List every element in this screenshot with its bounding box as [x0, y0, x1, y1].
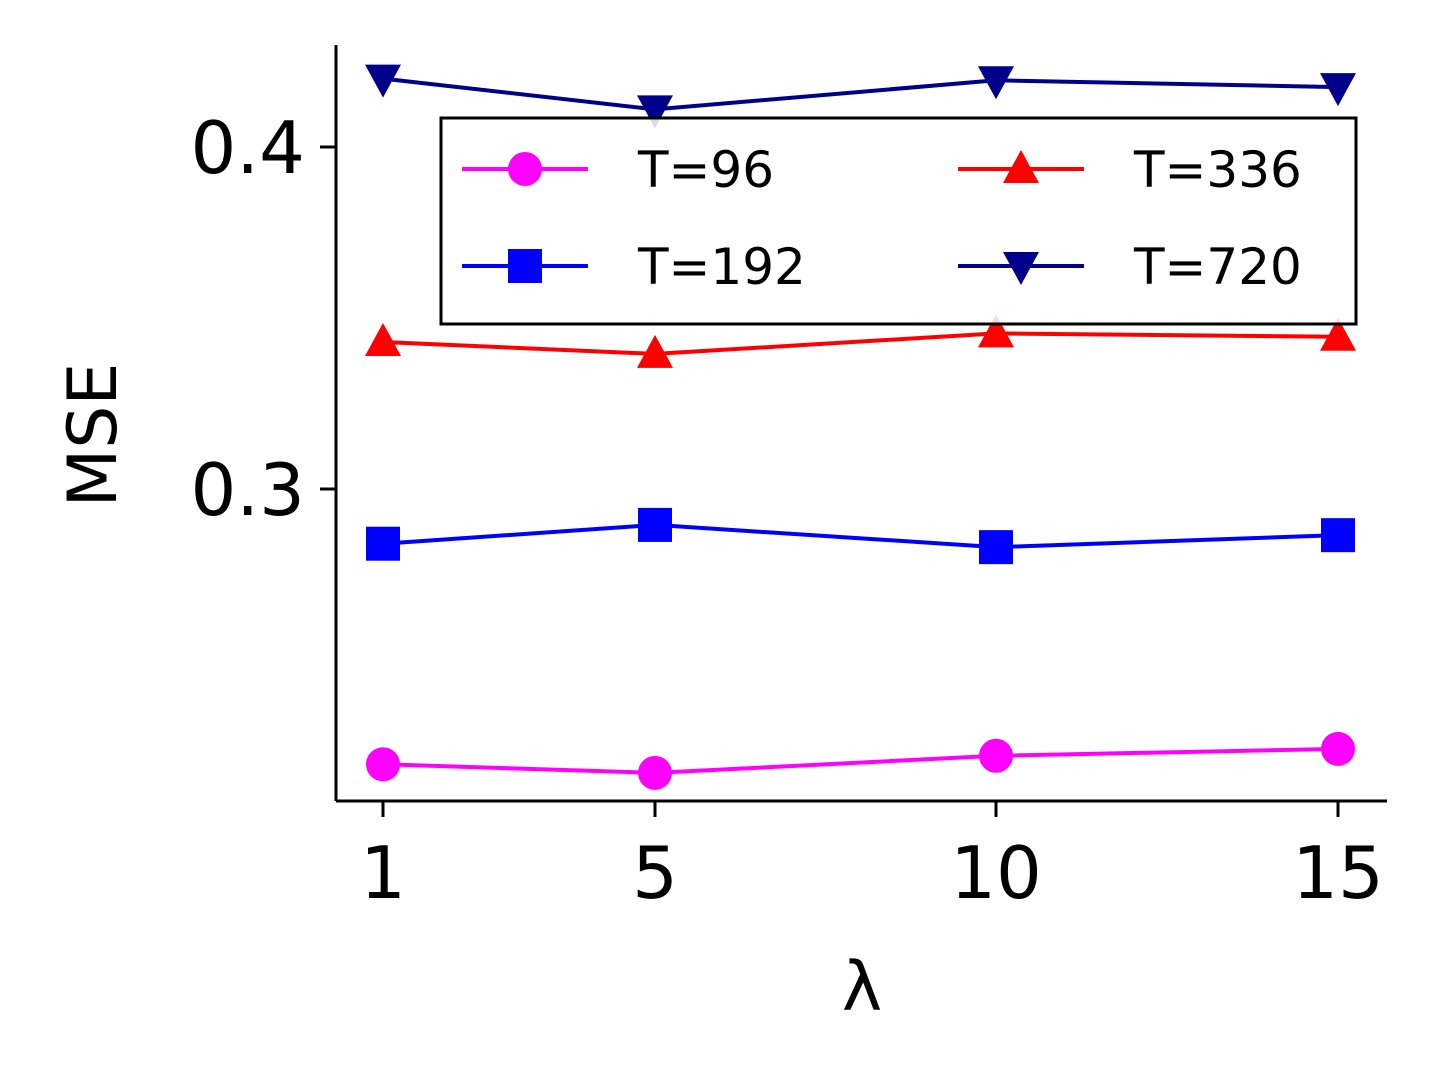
- data-point: [979, 738, 1013, 773]
- x-tick-label: 10: [950, 831, 1042, 915]
- y-axis-title: MSE: [54, 363, 133, 508]
- legend-item: T=96: [462, 141, 774, 199]
- data-point: [1320, 317, 1356, 351]
- series-T=720: [365, 64, 1356, 129]
- legend-label: T=96: [637, 141, 774, 199]
- data-point: [365, 322, 401, 356]
- data-point: [365, 64, 401, 98]
- data-point: [1320, 73, 1356, 107]
- y-tick-label: 0.4: [190, 106, 305, 190]
- series-line: [382, 522, 1339, 550]
- legend-marker: [508, 152, 542, 186]
- legend-item: T=720: [958, 238, 1302, 296]
- series-T=96: [366, 731, 1355, 790]
- x-tick-label: 15: [1292, 831, 1384, 915]
- legend-item: T=192: [462, 238, 806, 296]
- data-point: [637, 95, 673, 129]
- data-point: [366, 747, 400, 782]
- legend: T=96 T=192 T=336 T=720: [439, 116, 1358, 326]
- x-tick-label: 5: [632, 831, 678, 915]
- series-line: [382, 76, 1339, 112]
- legend-marker: [508, 249, 542, 283]
- data-point: [1321, 518, 1355, 553]
- legend-label: T=720: [1133, 238, 1302, 296]
- data-point: [1321, 731, 1355, 766]
- legend-box: [439, 116, 1358, 326]
- data-point: [979, 530, 1013, 565]
- legend-label: T=336: [1133, 141, 1302, 199]
- data-point: [366, 526, 400, 561]
- x-tick-label: 1: [360, 831, 406, 915]
- data-point: [638, 755, 672, 790]
- series-T=336: [365, 314, 1356, 368]
- legend-label: T=192: [637, 238, 806, 296]
- y-tick-label: 0.3: [190, 448, 305, 532]
- plot-area: [365, 64, 1356, 790]
- data-point: [978, 66, 1014, 100]
- series-line: [382, 331, 1339, 356]
- x-axis-ticks: 1 5 10 15: [360, 801, 1384, 915]
- series-line: [382, 746, 1339, 775]
- data-point: [638, 507, 672, 542]
- legend-marker: [1003, 150, 1039, 183]
- x-axis-title: λ: [842, 948, 882, 1027]
- data-point: [637, 334, 673, 368]
- legend-item: T=336: [958, 141, 1302, 199]
- legend-marker: [1003, 252, 1039, 285]
- data-point: [978, 314, 1014, 348]
- y-axis-ticks: 0.3 0.4: [190, 106, 336, 532]
- series-T=192: [366, 507, 1355, 565]
